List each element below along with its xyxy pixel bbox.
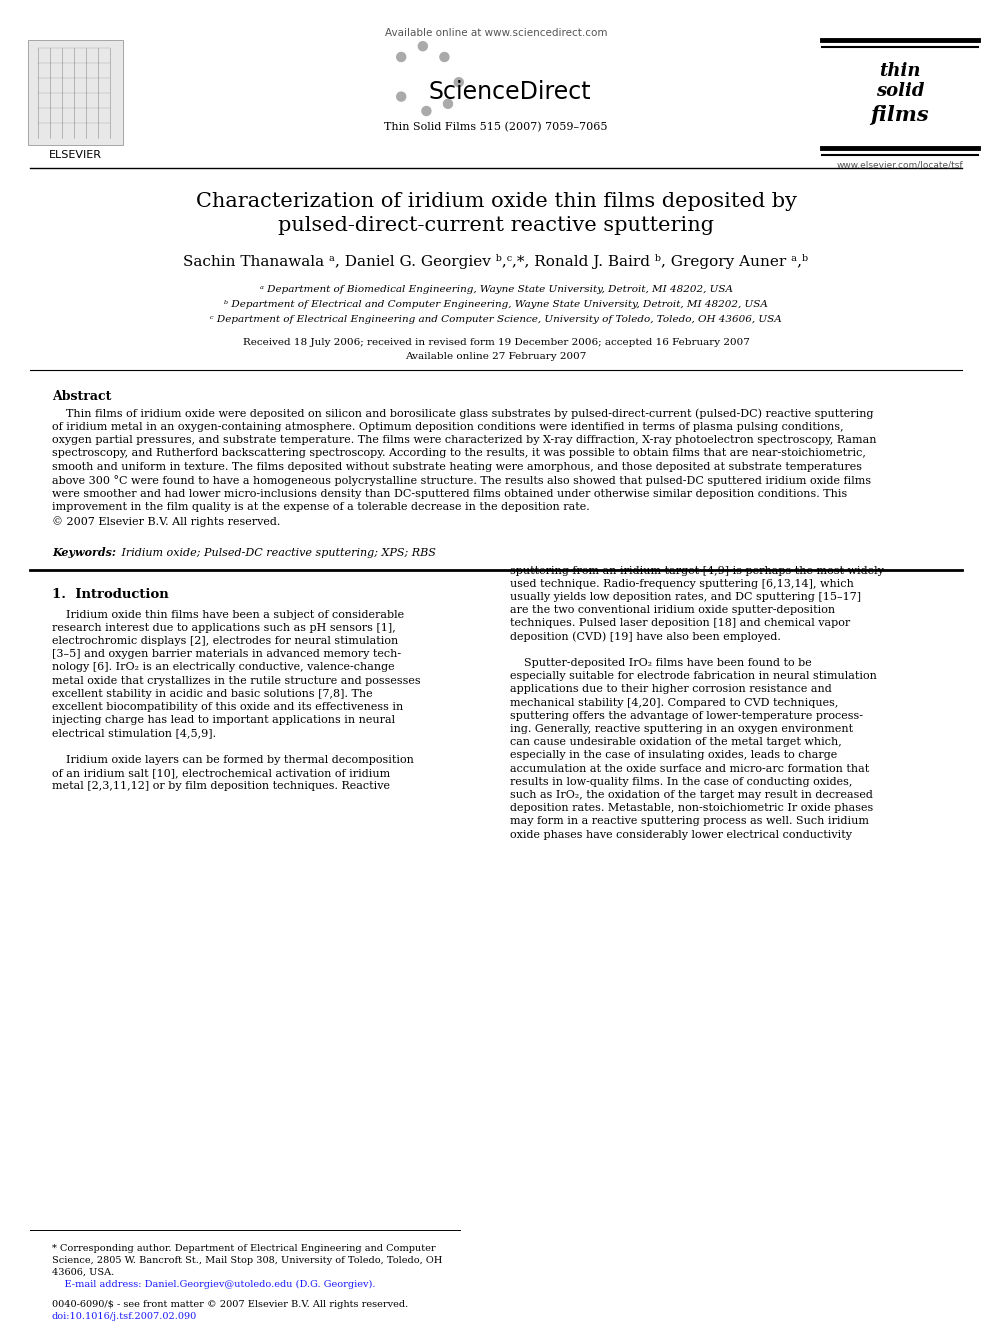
FancyBboxPatch shape xyxy=(28,40,123,146)
Text: ScienceDirect: ScienceDirect xyxy=(429,79,591,105)
Circle shape xyxy=(419,42,428,50)
Text: above 300 °C were found to have a homogeneous polycrystalline structure. The res: above 300 °C were found to have a homoge… xyxy=(52,475,871,487)
Text: techniques. Pulsed laser deposition [18] and chemical vapor: techniques. Pulsed laser deposition [18]… xyxy=(510,618,850,628)
Text: Iridium oxide layers can be formed by thermal decomposition: Iridium oxide layers can be formed by th… xyxy=(52,754,414,765)
Text: sputtering from an iridium target [4,9] is perhaps the most widely: sputtering from an iridium target [4,9] … xyxy=(510,565,884,576)
Text: Abstract: Abstract xyxy=(52,390,111,404)
Text: 43606, USA.: 43606, USA. xyxy=(52,1267,114,1277)
Text: excellent biocompatibility of this oxide and its effectiveness in: excellent biocompatibility of this oxide… xyxy=(52,703,404,712)
Text: doi:10.1016/j.tsf.2007.02.090: doi:10.1016/j.tsf.2007.02.090 xyxy=(52,1312,197,1320)
Text: Available online at www.sciencedirect.com: Available online at www.sciencedirect.co… xyxy=(385,28,607,38)
Circle shape xyxy=(439,53,449,61)
Text: Received 18 July 2006; received in revised form 19 December 2006; accepted 16 Fe: Received 18 July 2006; received in revis… xyxy=(243,337,749,347)
Text: applications due to their higher corrosion resistance and: applications due to their higher corrosi… xyxy=(510,684,831,695)
Text: used technique. Radio-frequency sputtering [6,13,14], which: used technique. Radio-frequency sputteri… xyxy=(510,578,854,589)
Text: thin: thin xyxy=(879,62,921,79)
Text: Sachin Thanawala ᵃ, Daniel G. Georgiev ᵇ,ᶜ,*, Ronald J. Baird ᵇ, Gregory Auner ᵃ: Sachin Thanawala ᵃ, Daniel G. Georgiev ᵇ… xyxy=(184,254,808,269)
Text: such as IrO₂, the oxidation of the target may result in decreased: such as IrO₂, the oxidation of the targe… xyxy=(510,790,873,800)
Text: especially in the case of insulating oxides, leads to charge: especially in the case of insulating oxi… xyxy=(510,750,837,761)
Text: Iridium oxide; Pulsed-DC reactive sputtering; XPS; RBS: Iridium oxide; Pulsed-DC reactive sputte… xyxy=(118,548,435,557)
Text: solid: solid xyxy=(876,82,925,101)
Text: electrical stimulation [4,5,9].: electrical stimulation [4,5,9]. xyxy=(52,728,216,738)
Text: accumulation at the oxide surface and micro-arc formation that: accumulation at the oxide surface and mi… xyxy=(510,763,869,774)
Text: Iridium oxide thin films have been a subject of considerable: Iridium oxide thin films have been a sub… xyxy=(52,610,404,619)
Text: ing. Generally, reactive sputtering in an oxygen environment: ing. Generally, reactive sputtering in a… xyxy=(510,724,853,734)
Text: ᵇ Department of Electrical and Computer Engineering, Wayne State University, Det: ᵇ Department of Electrical and Computer … xyxy=(224,300,768,310)
Text: ᶜ Department of Electrical Engineering and Computer Science, University of Toled: ᶜ Department of Electrical Engineering a… xyxy=(210,315,782,324)
Text: 1.  Introduction: 1. Introduction xyxy=(52,587,169,601)
Text: mechanical stability [4,20]. Compared to CVD techniques,: mechanical stability [4,20]. Compared to… xyxy=(510,697,838,708)
Text: smooth and uniform in texture. The films deposited without substrate heating wer: smooth and uniform in texture. The films… xyxy=(52,462,862,472)
Text: ELSEVIER: ELSEVIER xyxy=(49,149,101,160)
Text: may form in a reactive sputtering process as well. Such iridium: may form in a reactive sputtering proces… xyxy=(510,816,869,827)
Text: of iridium metal in an oxygen-containing atmosphere. Optimum deposition conditio: of iridium metal in an oxygen-containing… xyxy=(52,422,843,431)
Text: deposition rates. Metastable, non-stoichiometric Ir oxide phases: deposition rates. Metastable, non-stoich… xyxy=(510,803,873,814)
Text: sputtering offers the advantage of lower-temperature process-: sputtering offers the advantage of lower… xyxy=(510,710,863,721)
Circle shape xyxy=(397,93,406,101)
Text: Thin films of iridium oxide were deposited on silicon and borosilicate glass sub: Thin films of iridium oxide were deposit… xyxy=(52,407,874,418)
Text: Keywords:: Keywords: xyxy=(52,548,116,558)
Text: films: films xyxy=(871,105,930,124)
Text: of an iridium salt [10], electrochemical activation of iridium: of an iridium salt [10], electrochemical… xyxy=(52,767,390,778)
Text: www.elsevier.com/locate/tsf: www.elsevier.com/locate/tsf xyxy=(836,160,963,169)
Text: pulsed-direct-current reactive sputtering: pulsed-direct-current reactive sputterin… xyxy=(278,216,714,235)
Circle shape xyxy=(397,53,406,61)
Text: E-mail address: Daniel.Georgiev@utoledo.edu (D.G. Georgiev).: E-mail address: Daniel.Georgiev@utoledo.… xyxy=(52,1279,376,1289)
Text: can cause undesirable oxidation of the metal target which,: can cause undesirable oxidation of the m… xyxy=(510,737,842,747)
Text: especially suitable for electrode fabrication in neural stimulation: especially suitable for electrode fabric… xyxy=(510,671,877,681)
Text: Thin Solid Films 515 (2007) 7059–7065: Thin Solid Films 515 (2007) 7059–7065 xyxy=(384,122,608,132)
Text: 0040-6090/$ - see front matter © 2007 Elsevier B.V. All rights reserved.: 0040-6090/$ - see front matter © 2007 El… xyxy=(52,1301,409,1308)
Text: spectroscopy, and Rutherford backscattering spectroscopy. According to the resul: spectroscopy, and Rutherford backscatter… xyxy=(52,448,866,459)
Text: metal oxide that crystallizes in the rutile structure and possesses: metal oxide that crystallizes in the rut… xyxy=(52,676,421,685)
Text: oxygen partial pressures, and substrate temperature. The films were characterize: oxygen partial pressures, and substrate … xyxy=(52,435,877,445)
Text: Science, 2805 W. Bancroft St., Mail Stop 308, University of Toledo, Toledo, OH: Science, 2805 W. Bancroft St., Mail Stop… xyxy=(52,1256,442,1265)
Circle shape xyxy=(443,99,452,108)
Text: metal [2,3,11,12] or by film deposition techniques. Reactive: metal [2,3,11,12] or by film deposition … xyxy=(52,781,390,791)
Circle shape xyxy=(454,78,463,87)
Text: [3–5] and oxygen barrier materials in advanced memory tech-: [3–5] and oxygen barrier materials in ad… xyxy=(52,650,401,659)
Text: improvement in the film quality is at the expense of a tolerable decrease in the: improvement in the film quality is at th… xyxy=(52,503,590,512)
Text: Available online 27 February 2007: Available online 27 February 2007 xyxy=(406,352,586,361)
Text: results in low-quality films. In the case of conducting oxides,: results in low-quality films. In the cas… xyxy=(510,777,852,787)
Text: are the two conventional iridium oxide sputter-deposition: are the two conventional iridium oxide s… xyxy=(510,605,835,615)
Text: nology [6]. IrO₂ is an electrically conductive, valence-change: nology [6]. IrO₂ is an electrically cond… xyxy=(52,663,395,672)
Text: Sputter-deposited IrO₂ films have been found to be: Sputter-deposited IrO₂ films have been f… xyxy=(510,658,811,668)
Text: deposition (CVD) [19] have also been employed.: deposition (CVD) [19] have also been emp… xyxy=(510,631,781,642)
Circle shape xyxy=(422,106,431,115)
Text: injecting charge has lead to important applications in neural: injecting charge has lead to important a… xyxy=(52,716,395,725)
Text: excellent stability in acidic and basic solutions [7,8]. The: excellent stability in acidic and basic … xyxy=(52,689,373,699)
Text: electrochromic displays [2], electrodes for neural stimulation: electrochromic displays [2], electrodes … xyxy=(52,636,398,646)
Text: were smoother and had lower micro-inclusions density than DC-sputtered films obt: were smoother and had lower micro-inclus… xyxy=(52,490,847,499)
Text: research interest due to applications such as pH sensors [1],: research interest due to applications su… xyxy=(52,623,396,632)
Text: Characterization of iridium oxide thin films deposited by: Characterization of iridium oxide thin f… xyxy=(195,192,797,210)
Text: usually yields low deposition rates, and DC sputtering [15–17]: usually yields low deposition rates, and… xyxy=(510,591,861,602)
Text: oxide phases have considerably lower electrical conductivity: oxide phases have considerably lower ele… xyxy=(510,830,852,840)
Text: * Corresponding author. Department of Electrical Engineering and Computer: * Corresponding author. Department of El… xyxy=(52,1244,435,1253)
Text: © 2007 Elsevier B.V. All rights reserved.: © 2007 Elsevier B.V. All rights reserved… xyxy=(52,516,281,527)
Text: ᵃ Department of Biomedical Engineering, Wayne State University, Detroit, MI 4820: ᵃ Department of Biomedical Engineering, … xyxy=(260,284,732,294)
